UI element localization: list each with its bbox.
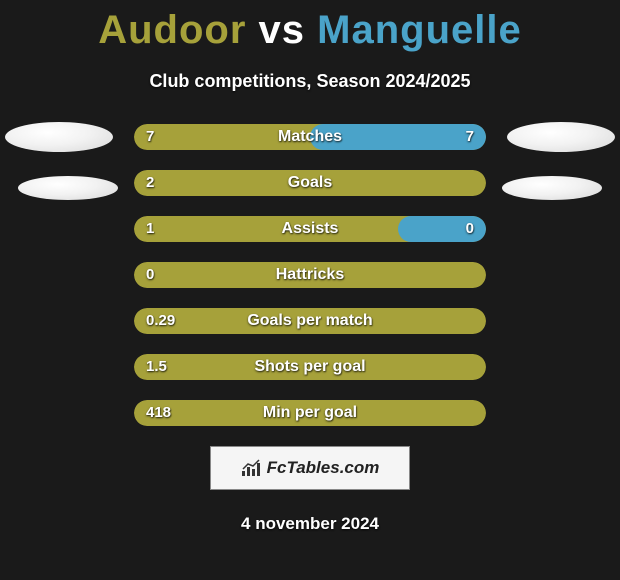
stat-label: Hattricks <box>134 262 486 288</box>
stat-label: Assists <box>134 216 486 242</box>
logo-box: FcTables.com <box>210 446 410 490</box>
comparison-title: Audoor vs Manguelle <box>0 0 620 53</box>
player2-name: Manguelle <box>317 8 522 52</box>
chart-icon <box>241 459 263 477</box>
vs-text: vs <box>259 8 306 52</box>
stats-container: 77Matches 2Goals 10Assists 0Hattricks 0.29Go… <box>134 124 486 426</box>
stat-row: 0.29Goals per match <box>134 308 486 334</box>
logo: FcTables.com <box>241 458 380 478</box>
date: 4 november 2024 <box>0 514 620 534</box>
player2-avatar-small <box>502 176 602 200</box>
stat-label: Goals <box>134 170 486 196</box>
stat-row: 10Assists <box>134 216 486 242</box>
player1-avatar-small <box>18 176 118 200</box>
stat-row: 77Matches <box>134 124 486 150</box>
logo-text: FcTables.com <box>267 458 380 478</box>
player1-name: Audoor <box>98 8 246 52</box>
player1-avatar-large <box>5 122 113 152</box>
stat-row: 2Goals <box>134 170 486 196</box>
stat-row: 1.5Shots per goal <box>134 354 486 380</box>
player2-avatar-large <box>507 122 615 152</box>
stat-label: Matches <box>134 124 486 150</box>
stat-row: 418Min per goal <box>134 400 486 426</box>
stat-label: Goals per match <box>134 308 486 334</box>
stat-label: Min per goal <box>134 400 486 426</box>
subtitle: Club competitions, Season 2024/2025 <box>0 71 620 92</box>
stat-label: Shots per goal <box>134 354 486 380</box>
stat-row: 0Hattricks <box>134 262 486 288</box>
